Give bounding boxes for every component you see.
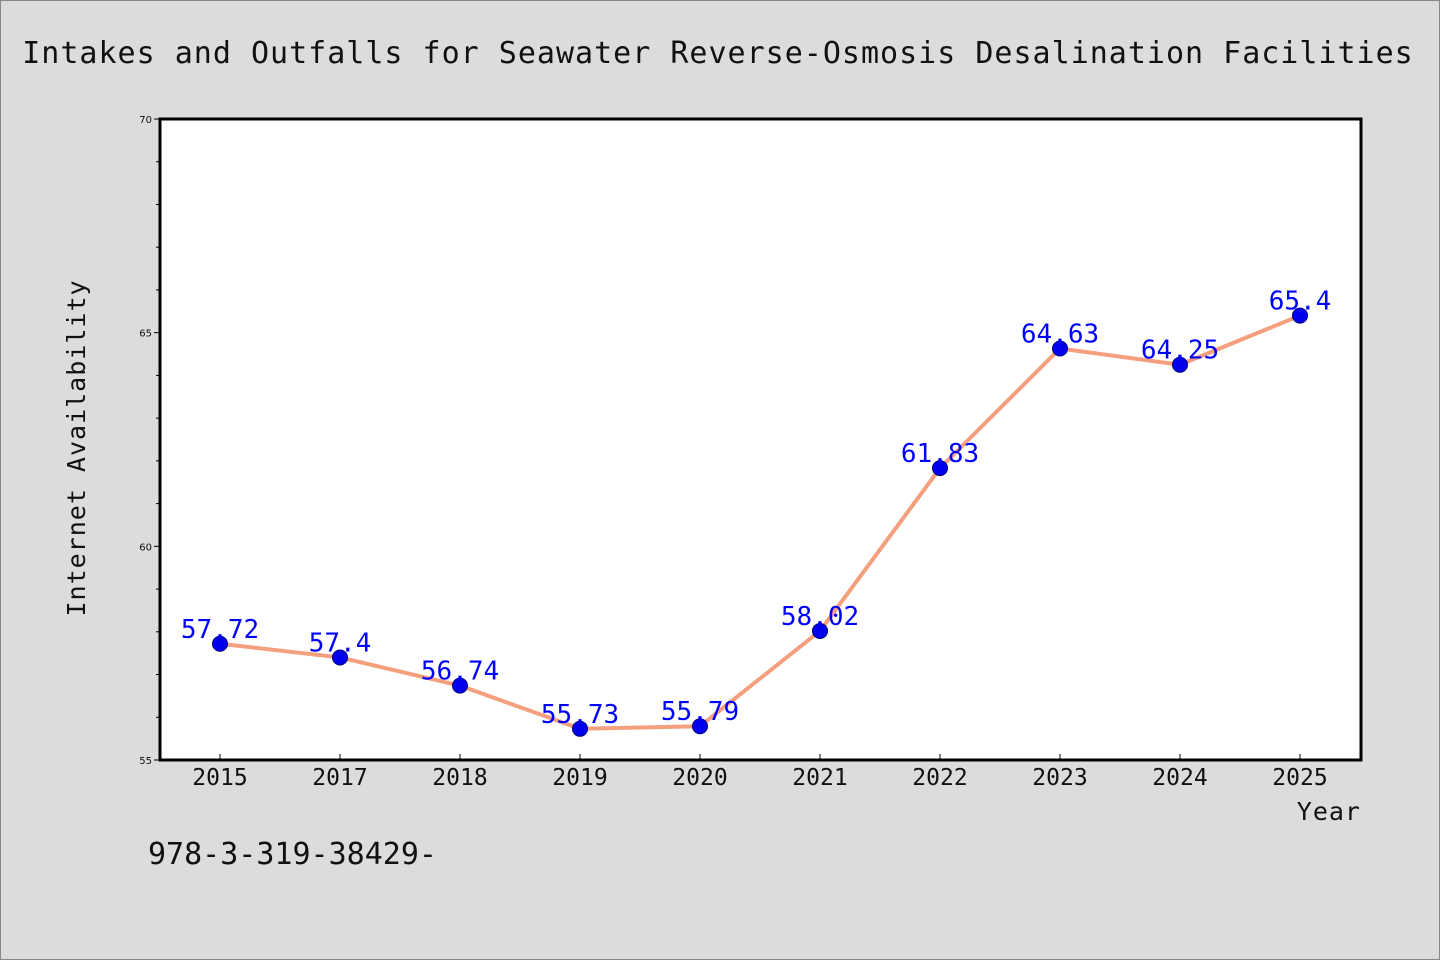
data-label: 64.63 [1021, 319, 1099, 349]
y-tick-label: 70 [139, 115, 152, 126]
plot-area [158, 117, 1363, 762]
x-axis: 2015 2017 2018 2019 2020 2021 2022 2023 2024 2025 [192, 754, 1328, 791]
x-tick-label: 2017 [312, 765, 367, 791]
data-point [212, 635, 228, 652]
data-label: 65.4 [1269, 287, 1332, 317]
data-label: 57.4 [309, 628, 372, 658]
data-point [1292, 307, 1308, 324]
data-label: 55.79 [661, 697, 739, 727]
data-label: 56.74 [421, 657, 499, 687]
chart-title: Intakes and Outfalls for Seawater Revers… [22, 36, 1414, 71]
data-point [1052, 340, 1068, 357]
x-tick-label: 2025 [1272, 765, 1327, 791]
data-label: 57.72 [181, 615, 259, 645]
y-axis: 55 60 65 70 [139, 115, 159, 767]
data-label: 61.83 [901, 439, 979, 469]
x-tick-label: 2019 [552, 765, 607, 791]
data-point [1172, 356, 1188, 373]
data-point [932, 460, 948, 477]
x-tick-label: 2018 [432, 765, 487, 791]
y-tick-label: 55 [139, 756, 152, 767]
x-tick-label: 2015 [192, 765, 247, 791]
series-group: 57.72 57.4 56.74 55.73 55.79 58.02 61.83 64.63 6… [181, 287, 1331, 737]
data-point [332, 649, 348, 666]
data-point [572, 720, 588, 737]
data-label: 64.25 [1141, 336, 1219, 366]
x-tick-label: 2024 [1152, 765, 1207, 791]
x-tick-label: 2022 [912, 765, 967, 791]
x-axis-label: Year [1297, 797, 1361, 826]
data-label: 55.73 [541, 700, 619, 730]
x-tick-label: 2021 [792, 765, 847, 791]
y-tick-label: 60 [139, 542, 152, 553]
y-axis-label: Internet Availability [62, 279, 91, 616]
data-point [812, 622, 828, 639]
data-point [452, 677, 468, 694]
series-line [218, 313, 1302, 731]
x-tick-label: 2020 [672, 765, 727, 791]
footer-isbn-text: 978-3-319-38429- [148, 837, 437, 872]
data-point [692, 718, 708, 735]
y-tick-label: 65 [139, 329, 152, 340]
x-tick-label: 2023 [1032, 765, 1087, 791]
data-label: 58.02 [781, 602, 859, 632]
